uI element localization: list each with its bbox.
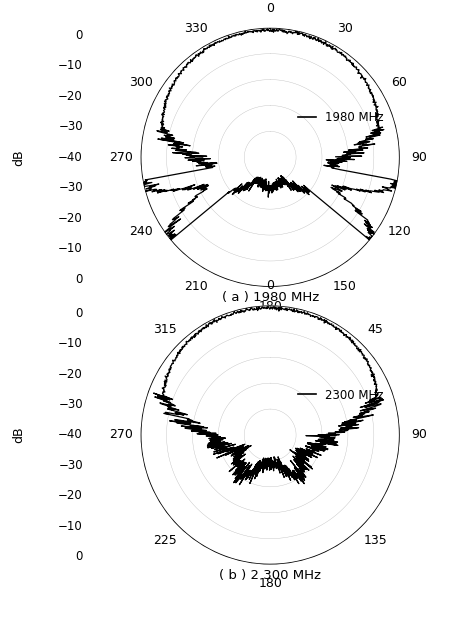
- Text: ( b ) 2 300 MHz: ( b ) 2 300 MHz: [219, 569, 321, 582]
- Text: −40: −40: [58, 151, 83, 164]
- Text: 0: 0: [75, 29, 83, 42]
- Text: −20: −20: [58, 368, 83, 381]
- Legend: 1980 MHz: 1980 MHz: [293, 106, 389, 129]
- Text: 0: 0: [75, 273, 83, 286]
- Text: ( a ) 1980 MHz: ( a ) 1980 MHz: [221, 291, 319, 304]
- Text: −10: −10: [58, 242, 83, 255]
- Text: −30: −30: [58, 459, 83, 472]
- Legend: 2300 MHz: 2300 MHz: [293, 384, 389, 407]
- Text: 0: 0: [75, 307, 83, 320]
- Text: −30: −30: [58, 120, 83, 133]
- Text: −30: −30: [58, 398, 83, 411]
- Text: dB: dB: [12, 149, 26, 165]
- Text: −30: −30: [58, 181, 83, 194]
- Text: −10: −10: [58, 59, 83, 72]
- Text: −10: −10: [58, 337, 83, 350]
- Text: −20: −20: [58, 90, 83, 103]
- Text: −20: −20: [58, 489, 83, 502]
- Text: −20: −20: [58, 212, 83, 225]
- Text: −40: −40: [58, 428, 83, 442]
- Text: 0: 0: [75, 550, 83, 563]
- Text: dB: dB: [12, 427, 26, 443]
- Text: −10: −10: [58, 520, 83, 533]
